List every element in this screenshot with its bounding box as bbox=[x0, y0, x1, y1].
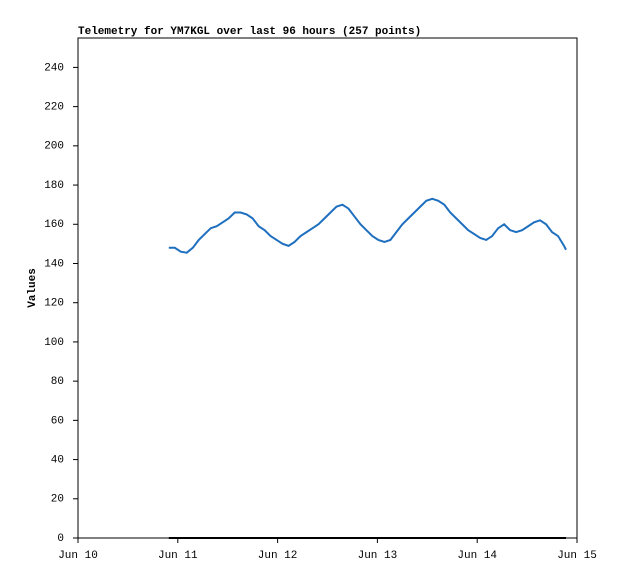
y-tick-label: 0 bbox=[57, 533, 64, 545]
x-tick-label: Jun 13 bbox=[358, 550, 398, 562]
plot-frame bbox=[77, 37, 578, 539]
y-tick-label: 60 bbox=[51, 415, 64, 427]
y-tick-label: 20 bbox=[51, 494, 64, 506]
x-tick-label: Jun 10 bbox=[58, 550, 98, 562]
x-tick-label: Jun 11 bbox=[158, 550, 198, 562]
y-tick-label: 80 bbox=[51, 376, 64, 388]
data-line bbox=[168, 197, 567, 254]
y-tick-label: 140 bbox=[44, 258, 64, 270]
y-tick-label: 180 bbox=[44, 180, 64, 192]
y-tick-label: 40 bbox=[51, 454, 64, 466]
y-tick-label: 200 bbox=[44, 141, 64, 153]
x-tick-label: Jun 15 bbox=[557, 550, 597, 562]
chart-title: Telemetry for YM7KGL over last 96 hours … bbox=[78, 26, 421, 38]
y-tick-label: 160 bbox=[44, 219, 64, 231]
x-tick-label: Jun 12 bbox=[258, 550, 298, 562]
y-tick-label: 240 bbox=[44, 62, 64, 74]
y-tick-label: 220 bbox=[44, 102, 64, 114]
y-axis-label: Values bbox=[27, 268, 39, 308]
x-tick-label: Jun 14 bbox=[457, 550, 497, 562]
y-tick-label: 100 bbox=[44, 337, 64, 349]
y-tick-label: 120 bbox=[44, 298, 64, 310]
